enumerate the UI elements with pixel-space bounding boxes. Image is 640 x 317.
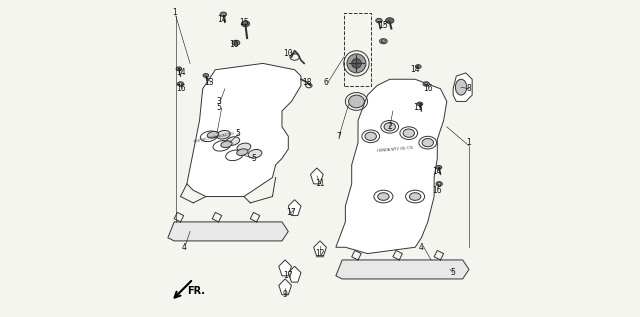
Polygon shape [288, 200, 301, 216]
Text: 10: 10 [284, 49, 293, 58]
Text: 6: 6 [324, 78, 329, 87]
Ellipse shape [422, 139, 433, 147]
Text: 16: 16 [433, 186, 442, 195]
Ellipse shape [455, 79, 467, 95]
Ellipse shape [349, 95, 364, 108]
Ellipse shape [176, 67, 182, 71]
Polygon shape [187, 63, 301, 197]
Text: 13: 13 [204, 78, 214, 87]
Ellipse shape [237, 149, 248, 155]
Polygon shape [336, 79, 447, 254]
Ellipse shape [232, 40, 240, 45]
Text: 9: 9 [283, 290, 287, 299]
Text: 1: 1 [467, 138, 472, 147]
Text: 15: 15 [239, 18, 249, 27]
Text: 14: 14 [410, 65, 420, 74]
Ellipse shape [424, 83, 428, 85]
Ellipse shape [177, 82, 184, 86]
Text: 4: 4 [419, 243, 424, 252]
Text: 17: 17 [287, 208, 296, 217]
Ellipse shape [241, 21, 250, 27]
Text: SEE SECTION HEADING: SEE SECTION HEADING [193, 131, 234, 144]
Ellipse shape [237, 143, 251, 152]
Text: 14: 14 [176, 68, 186, 77]
Ellipse shape [417, 102, 422, 106]
Ellipse shape [423, 82, 429, 86]
Polygon shape [279, 260, 291, 276]
Polygon shape [279, 279, 291, 295]
Text: FR.: FR. [188, 286, 205, 296]
Polygon shape [288, 266, 301, 282]
Ellipse shape [203, 74, 209, 77]
Ellipse shape [436, 165, 442, 169]
Ellipse shape [248, 149, 262, 158]
Text: 16: 16 [423, 84, 433, 93]
Text: 7: 7 [337, 132, 342, 141]
Ellipse shape [381, 40, 385, 42]
Ellipse shape [347, 54, 366, 73]
Ellipse shape [415, 65, 421, 68]
Text: 5: 5 [451, 268, 456, 277]
Text: 13: 13 [413, 103, 423, 112]
Ellipse shape [216, 130, 230, 139]
Polygon shape [336, 260, 469, 279]
Text: 14: 14 [217, 15, 227, 23]
Text: 5: 5 [251, 154, 256, 163]
Ellipse shape [179, 83, 182, 85]
Ellipse shape [226, 137, 240, 146]
Text: 5: 5 [235, 129, 240, 138]
Ellipse shape [386, 18, 394, 23]
Ellipse shape [376, 18, 382, 23]
Text: 5: 5 [216, 103, 221, 112]
Ellipse shape [378, 193, 389, 200]
Text: 17: 17 [284, 271, 293, 280]
Text: HONDA WT2 OIL C/S: HONDA WT2 OIL C/S [376, 146, 413, 153]
Ellipse shape [365, 132, 376, 140]
Ellipse shape [403, 129, 415, 137]
Text: 18: 18 [303, 78, 312, 87]
Text: 3: 3 [216, 97, 221, 106]
Text: 8: 8 [467, 84, 472, 93]
Ellipse shape [438, 183, 441, 185]
Polygon shape [314, 241, 326, 257]
Text: 15: 15 [379, 21, 388, 30]
Ellipse shape [352, 59, 361, 68]
Ellipse shape [207, 132, 218, 138]
Ellipse shape [410, 193, 421, 200]
Text: 11: 11 [316, 179, 324, 188]
Text: 2: 2 [387, 122, 392, 131]
Ellipse shape [384, 123, 396, 131]
Text: 16: 16 [230, 40, 239, 49]
Polygon shape [168, 222, 288, 241]
Polygon shape [310, 168, 323, 184]
Text: 16: 16 [176, 84, 186, 93]
Ellipse shape [220, 12, 227, 16]
Text: 4: 4 [181, 243, 186, 252]
Text: 1: 1 [172, 8, 177, 17]
Ellipse shape [380, 39, 387, 44]
Ellipse shape [234, 42, 238, 44]
Ellipse shape [436, 182, 442, 186]
Text: 12: 12 [316, 249, 324, 258]
Ellipse shape [221, 141, 232, 147]
Text: 14: 14 [433, 167, 442, 176]
Polygon shape [453, 73, 472, 101]
